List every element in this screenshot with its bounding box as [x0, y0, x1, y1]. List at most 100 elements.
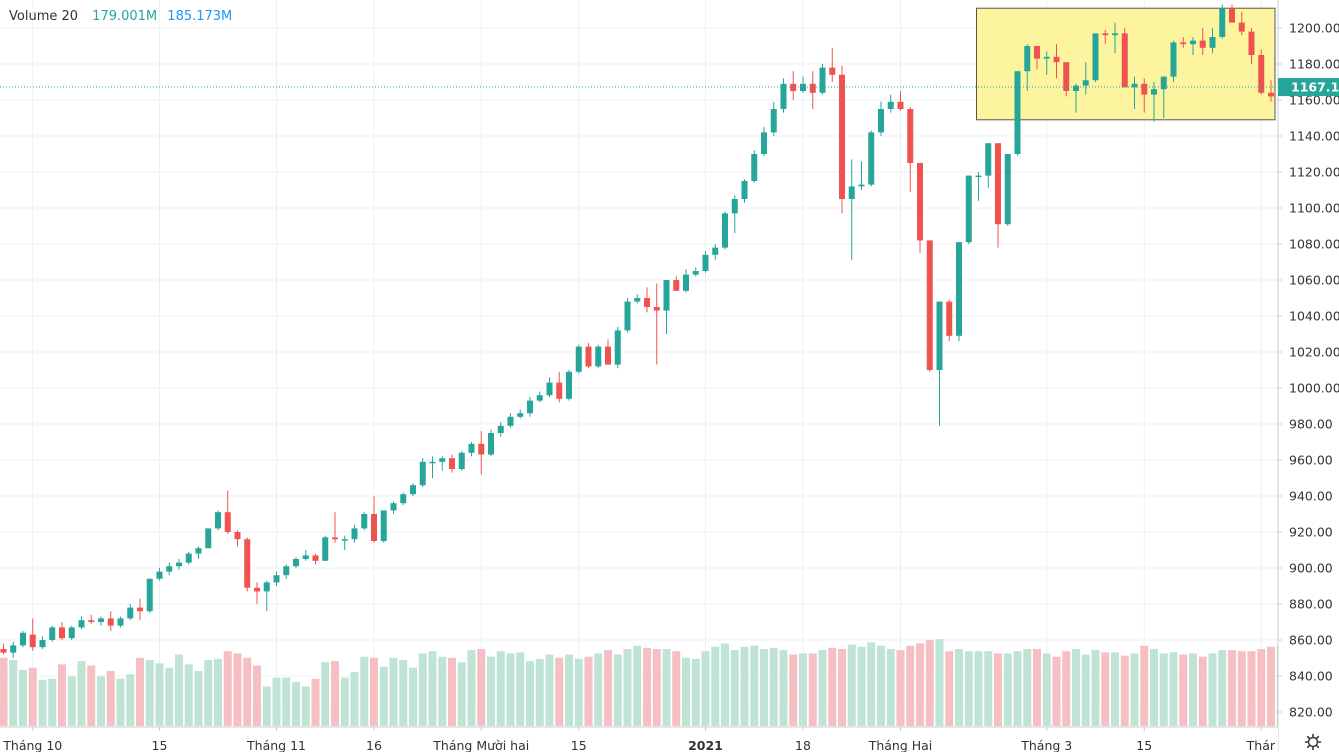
volume-bar — [1003, 653, 1012, 726]
candle-down — [1141, 83, 1148, 95]
candle-up — [1160, 76, 1167, 90]
price-tick-label: 1020.00 — [1289, 345, 1339, 360]
candle-down — [644, 298, 650, 307]
candle-up — [1014, 71, 1021, 154]
candle-up — [293, 559, 299, 567]
candle-down — [1199, 40, 1206, 48]
candle-up — [39, 640, 46, 648]
candle-up — [527, 400, 533, 414]
candle-up — [215, 512, 221, 529]
candle-up — [156, 571, 163, 579]
candle-up — [322, 537, 329, 561]
volume-bar — [467, 650, 476, 726]
volume-bar — [370, 657, 378, 726]
volume-bar — [760, 649, 768, 726]
volume-bar — [477, 649, 486, 726]
candle-up — [400, 494, 407, 504]
volume-bar — [886, 649, 895, 726]
candle-down — [29, 634, 36, 648]
candle-up — [302, 555, 309, 559]
volume-bar — [994, 653, 1002, 726]
volume-bar — [916, 643, 924, 726]
candle-up — [722, 213, 728, 248]
volume-bar — [1189, 653, 1197, 726]
candle-up — [517, 413, 524, 417]
candle-up — [1024, 46, 1031, 72]
volume-bar — [1130, 653, 1139, 726]
volume-bar — [701, 651, 710, 726]
candle-up — [263, 582, 270, 592]
candle-down — [946, 301, 953, 336]
candle-down — [137, 607, 143, 612]
time-axis[interactable]: Tháng 10 15 Tháng 11 16 Tháng Mười hai 15 2021… — [0, 726, 1278, 753]
candle-up — [78, 620, 85, 628]
price-tick-label: 1040.00 — [1289, 309, 1339, 324]
candle-down — [1053, 56, 1060, 63]
candle-up — [117, 618, 124, 626]
volume-ma-value: 185.173M — [167, 9, 233, 24]
candle-down — [478, 443, 485, 455]
volume-bar — [340, 677, 349, 726]
candle-down — [839, 74, 845, 199]
candle-down — [59, 627, 65, 639]
candle-up — [185, 553, 192, 563]
candle-up — [634, 298, 641, 302]
candle-up — [49, 627, 56, 640]
volume-bar — [1013, 651, 1022, 726]
candle-down — [1268, 92, 1274, 97]
candle-down — [1034, 46, 1040, 59]
candle-up — [439, 458, 446, 462]
candle-up — [624, 301, 631, 331]
volume-bar — [925, 640, 934, 726]
volume-bar — [682, 657, 690, 726]
volume-bar — [526, 661, 534, 726]
candles — [0, 4, 1284, 658]
candle-up — [195, 548, 202, 554]
volume-bar — [964, 651, 973, 726]
candle-up — [361, 514, 368, 529]
volume-value: 179.001M — [92, 9, 158, 24]
candle-up — [176, 562, 182, 567]
settings-gear-icon[interactable] — [1302, 733, 1324, 751]
candle-up — [166, 566, 173, 572]
candle-down — [829, 67, 836, 75]
volume-bar — [487, 656, 495, 726]
volume-bar — [175, 654, 183, 726]
volume-bar — [379, 666, 388, 726]
candle-up — [546, 382, 553, 396]
candle-up — [595, 346, 602, 367]
price-axis[interactable]: 1200.00 1180.00 1160.00 1140.00 1120.00 1100.… — [1277, 0, 1339, 752]
time-tick-label: 15 — [571, 738, 587, 752]
volume-bar — [253, 665, 261, 726]
volume-bar — [9, 660, 18, 726]
candle-up — [965, 175, 972, 243]
volume-bar — [721, 643, 729, 726]
volume-bar — [1091, 650, 1100, 726]
candle-down — [1121, 33, 1128, 88]
volume-bar — [77, 661, 86, 726]
candle-up — [488, 433, 494, 455]
candle-up — [1092, 33, 1099, 81]
candle-up — [419, 461, 426, 486]
candle-up — [1082, 80, 1089, 86]
volume-bar — [97, 676, 105, 726]
candle-up — [1170, 42, 1177, 77]
candle-up — [1151, 89, 1157, 95]
candle-up — [507, 416, 514, 426]
candle-up — [985, 143, 992, 176]
current-price-tag — [1278, 78, 1339, 97]
volume-bar — [311, 678, 320, 726]
volume-bar — [399, 660, 408, 726]
volume-bar — [672, 651, 681, 726]
volume-bar — [818, 650, 827, 726]
volume-bar — [906, 645, 915, 726]
volume-bar — [67, 676, 76, 726]
candle-down — [907, 109, 914, 163]
candle-up — [683, 274, 689, 291]
volume-bar — [19, 669, 27, 726]
candle-down — [254, 587, 260, 592]
volume-bar — [857, 646, 866, 726]
volume-bar — [1023, 649, 1032, 726]
